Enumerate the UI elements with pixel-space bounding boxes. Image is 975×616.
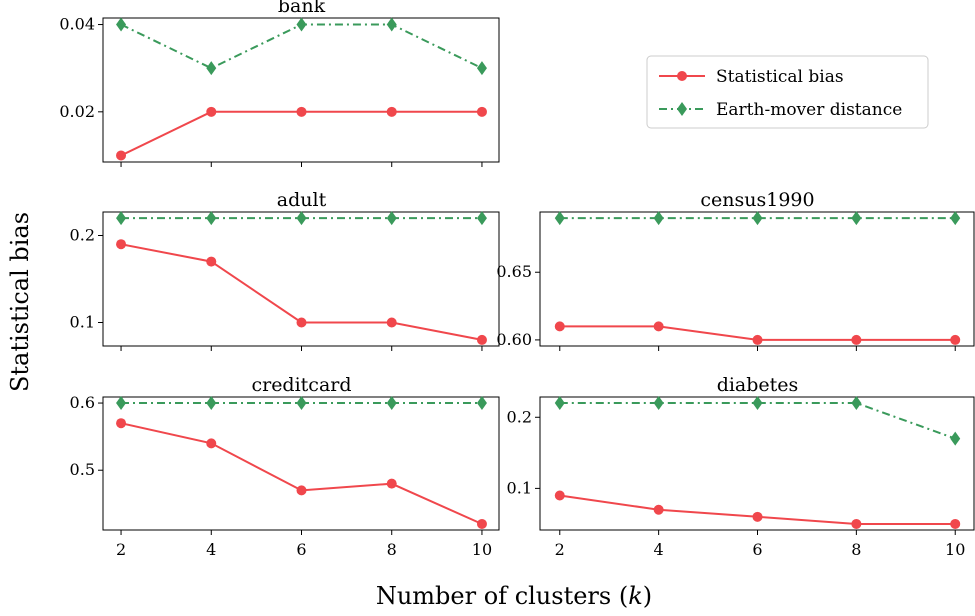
point-statistical-bias: [476, 518, 487, 529]
point-statistical-bias: [116, 418, 127, 429]
point-statistical-bias: [296, 485, 307, 496]
panel-frame: [102, 17, 500, 163]
point-statistical-bias: [386, 106, 397, 117]
x-tick-label: 6: [296, 540, 306, 559]
legend-label-statistical-bias: Statistical bias: [716, 67, 844, 87]
x-tick-label: 4: [206, 540, 216, 559]
point-statistical-bias: [476, 334, 487, 345]
panel-creditcard: creditcard 0.5 0.6 2 4 6 8 10: [70, 374, 500, 559]
y-tick-label: 0.1: [70, 313, 95, 332]
x-tick-label: 4: [654, 540, 664, 559]
point-earth-mover-distance: [950, 211, 961, 226]
x-axis-label: Number of clusters (k): [376, 582, 652, 610]
x-tick-label: 2: [555, 540, 565, 559]
series-line-earth-mover-distance: [559, 402, 956, 440]
panel-diabetes: diabetes 0.1 0.2 2 4 6 8 10: [507, 374, 975, 559]
point-statistical-bias: [116, 239, 127, 250]
point-earth-mover-distance: [386, 396, 397, 411]
point-earth-mover-distance: [752, 211, 763, 226]
point-statistical-bias: [554, 490, 565, 501]
series-line-statistical-bias: [120, 422, 483, 525]
series-line-statistical-bias: [120, 110, 482, 157]
point-earth-mover-distance: [116, 17, 127, 32]
x-tick-label: 10: [945, 540, 965, 559]
point-earth-mover-distance: [296, 211, 307, 226]
point-statistical-bias: [653, 504, 664, 515]
point-statistical-bias: [386, 478, 397, 489]
y-tick-label: 0.5: [70, 460, 95, 479]
x-tick-label: 8: [851, 540, 861, 559]
legend-marker-statistical-bias: [677, 71, 687, 81]
panel-census1990: census1990 0.60 0.65: [496, 189, 975, 351]
y-tick-label: 0.6: [70, 393, 95, 412]
x-tick-label: 10: [472, 540, 492, 559]
x-tick-label: 6: [752, 540, 762, 559]
point-earth-mover-distance: [476, 211, 487, 226]
x-axis-label-suffix: ): [643, 582, 652, 610]
point-statistical-bias: [851, 334, 862, 345]
panel-frame: [539, 396, 975, 531]
point-earth-mover-distance: [476, 61, 487, 76]
legend-marker-earth-mover-distance: [677, 102, 687, 116]
point-statistical-bias: [206, 106, 217, 117]
point-statistical-bias: [752, 511, 763, 522]
point-statistical-bias: [116, 150, 127, 161]
panel-frame: [102, 396, 500, 531]
panel-title: diabetes: [717, 374, 799, 396]
point-statistical-bias: [752, 334, 763, 345]
y-tick-label: 0.04: [59, 15, 95, 34]
point-earth-mover-distance: [206, 211, 217, 226]
y-axis-label: Statistical bias: [6, 212, 34, 392]
legend-label-earth-mover-distance: Earth-mover distance: [716, 100, 902, 120]
point-earth-mover-distance: [386, 17, 397, 32]
point-statistical-bias: [296, 317, 307, 328]
point-earth-mover-distance: [950, 431, 961, 446]
y-tick-label: 0.2: [507, 407, 532, 426]
x-axis-label-prefix: Number of clusters (: [376, 582, 628, 610]
y-tick-label: 0.60: [496, 330, 532, 349]
panel-title: census1990: [700, 189, 814, 211]
point-earth-mover-distance: [851, 211, 862, 226]
x-tick-label: 2: [116, 540, 126, 559]
point-earth-mover-distance: [296, 17, 307, 32]
x-axis-label-variable: k: [628, 582, 643, 610]
y-tick-label: 0.2: [70, 225, 95, 244]
point-earth-mover-distance: [206, 396, 217, 411]
point-earth-mover-distance: [386, 211, 397, 226]
panel-title: bank: [278, 0, 326, 17]
point-earth-mover-distance: [653, 396, 664, 411]
point-earth-mover-distance: [206, 61, 217, 76]
point-statistical-bias: [386, 317, 397, 328]
y-tick-label: 0.65: [496, 262, 532, 281]
x-tick-label: 8: [387, 540, 397, 559]
point-statistical-bias: [950, 518, 961, 529]
point-earth-mover-distance: [116, 396, 127, 411]
point-statistical-bias: [296, 106, 307, 117]
point-earth-mover-distance: [554, 211, 565, 226]
point-earth-mover-distance: [851, 396, 862, 411]
panel-adult: adult 0.1 0.2: [70, 189, 500, 351]
point-earth-mover-distance: [653, 211, 664, 226]
point-earth-mover-distance: [296, 396, 307, 411]
panel-title: creditcard: [251, 374, 351, 396]
point-earth-mover-distance: [116, 211, 127, 226]
panel-bank: bank 0.02 0.04: [59, 0, 500, 167]
point-statistical-bias: [653, 321, 664, 332]
point-earth-mover-distance: [476, 396, 487, 411]
legend-frame: [646, 55, 929, 129]
panel-title: adult: [277, 189, 327, 211]
point-statistical-bias: [950, 334, 961, 345]
point-statistical-bias: [206, 438, 217, 449]
point-earth-mover-distance: [554, 396, 565, 411]
point-statistical-bias: [476, 106, 487, 117]
y-tick-label: 0.1: [507, 478, 532, 497]
point-earth-mover-distance: [752, 396, 763, 411]
point-statistical-bias: [851, 518, 862, 529]
legend: Statistical bias Earth-mover distance: [646, 55, 929, 129]
point-statistical-bias: [554, 321, 565, 332]
point-statistical-bias: [206, 256, 217, 267]
y-tick-label: 0.02: [59, 102, 95, 121]
